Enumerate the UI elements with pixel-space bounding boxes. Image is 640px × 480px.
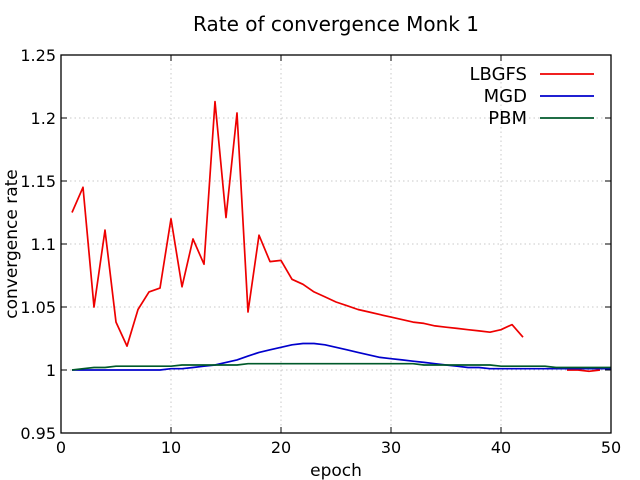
series-line-lbgfs <box>71 100 524 347</box>
y-tick-label: 1.25 <box>20 46 56 65</box>
legend-label-mgd: MGD <box>484 86 527 107</box>
x-axis-label: epoch <box>310 461 362 480</box>
x-tick-label: 50 <box>601 438 621 457</box>
legend-label-pbm: PBM <box>488 108 527 129</box>
x-tick-label: 0 <box>56 438 66 457</box>
grid <box>61 55 611 433</box>
series-line-lbgfs <box>567 369 601 373</box>
y-axis-label: convergence rate <box>2 169 22 319</box>
y-tick-label: 1.05 <box>20 298 56 317</box>
y-tick-label: 0.95 <box>20 424 56 443</box>
series-line-mgd <box>72 342 611 371</box>
y-tick-label: 1.15 <box>20 172 56 191</box>
chart-title: Rate of convergence Monk 1 <box>193 12 479 36</box>
axis-ticks: 0 10 20 30 40 50 0.95 1 1.05 1.1 1.15 1.2 1.25 <box>20 46 621 457</box>
x-tick-label: 10 <box>161 438 181 457</box>
y-tick-label: 1.1 <box>31 235 56 254</box>
y-tick-label: 1.2 <box>31 109 56 128</box>
x-tick-label: 30 <box>381 438 401 457</box>
x-tick-label: 40 <box>491 438 511 457</box>
legend-label-lbgfs: LBGFS <box>470 64 527 85</box>
y-tick-label: 1 <box>46 361 56 380</box>
x-tick-label: 20 <box>271 438 291 457</box>
series-layer <box>71 100 611 373</box>
series-line-pbm <box>71 362 611 371</box>
